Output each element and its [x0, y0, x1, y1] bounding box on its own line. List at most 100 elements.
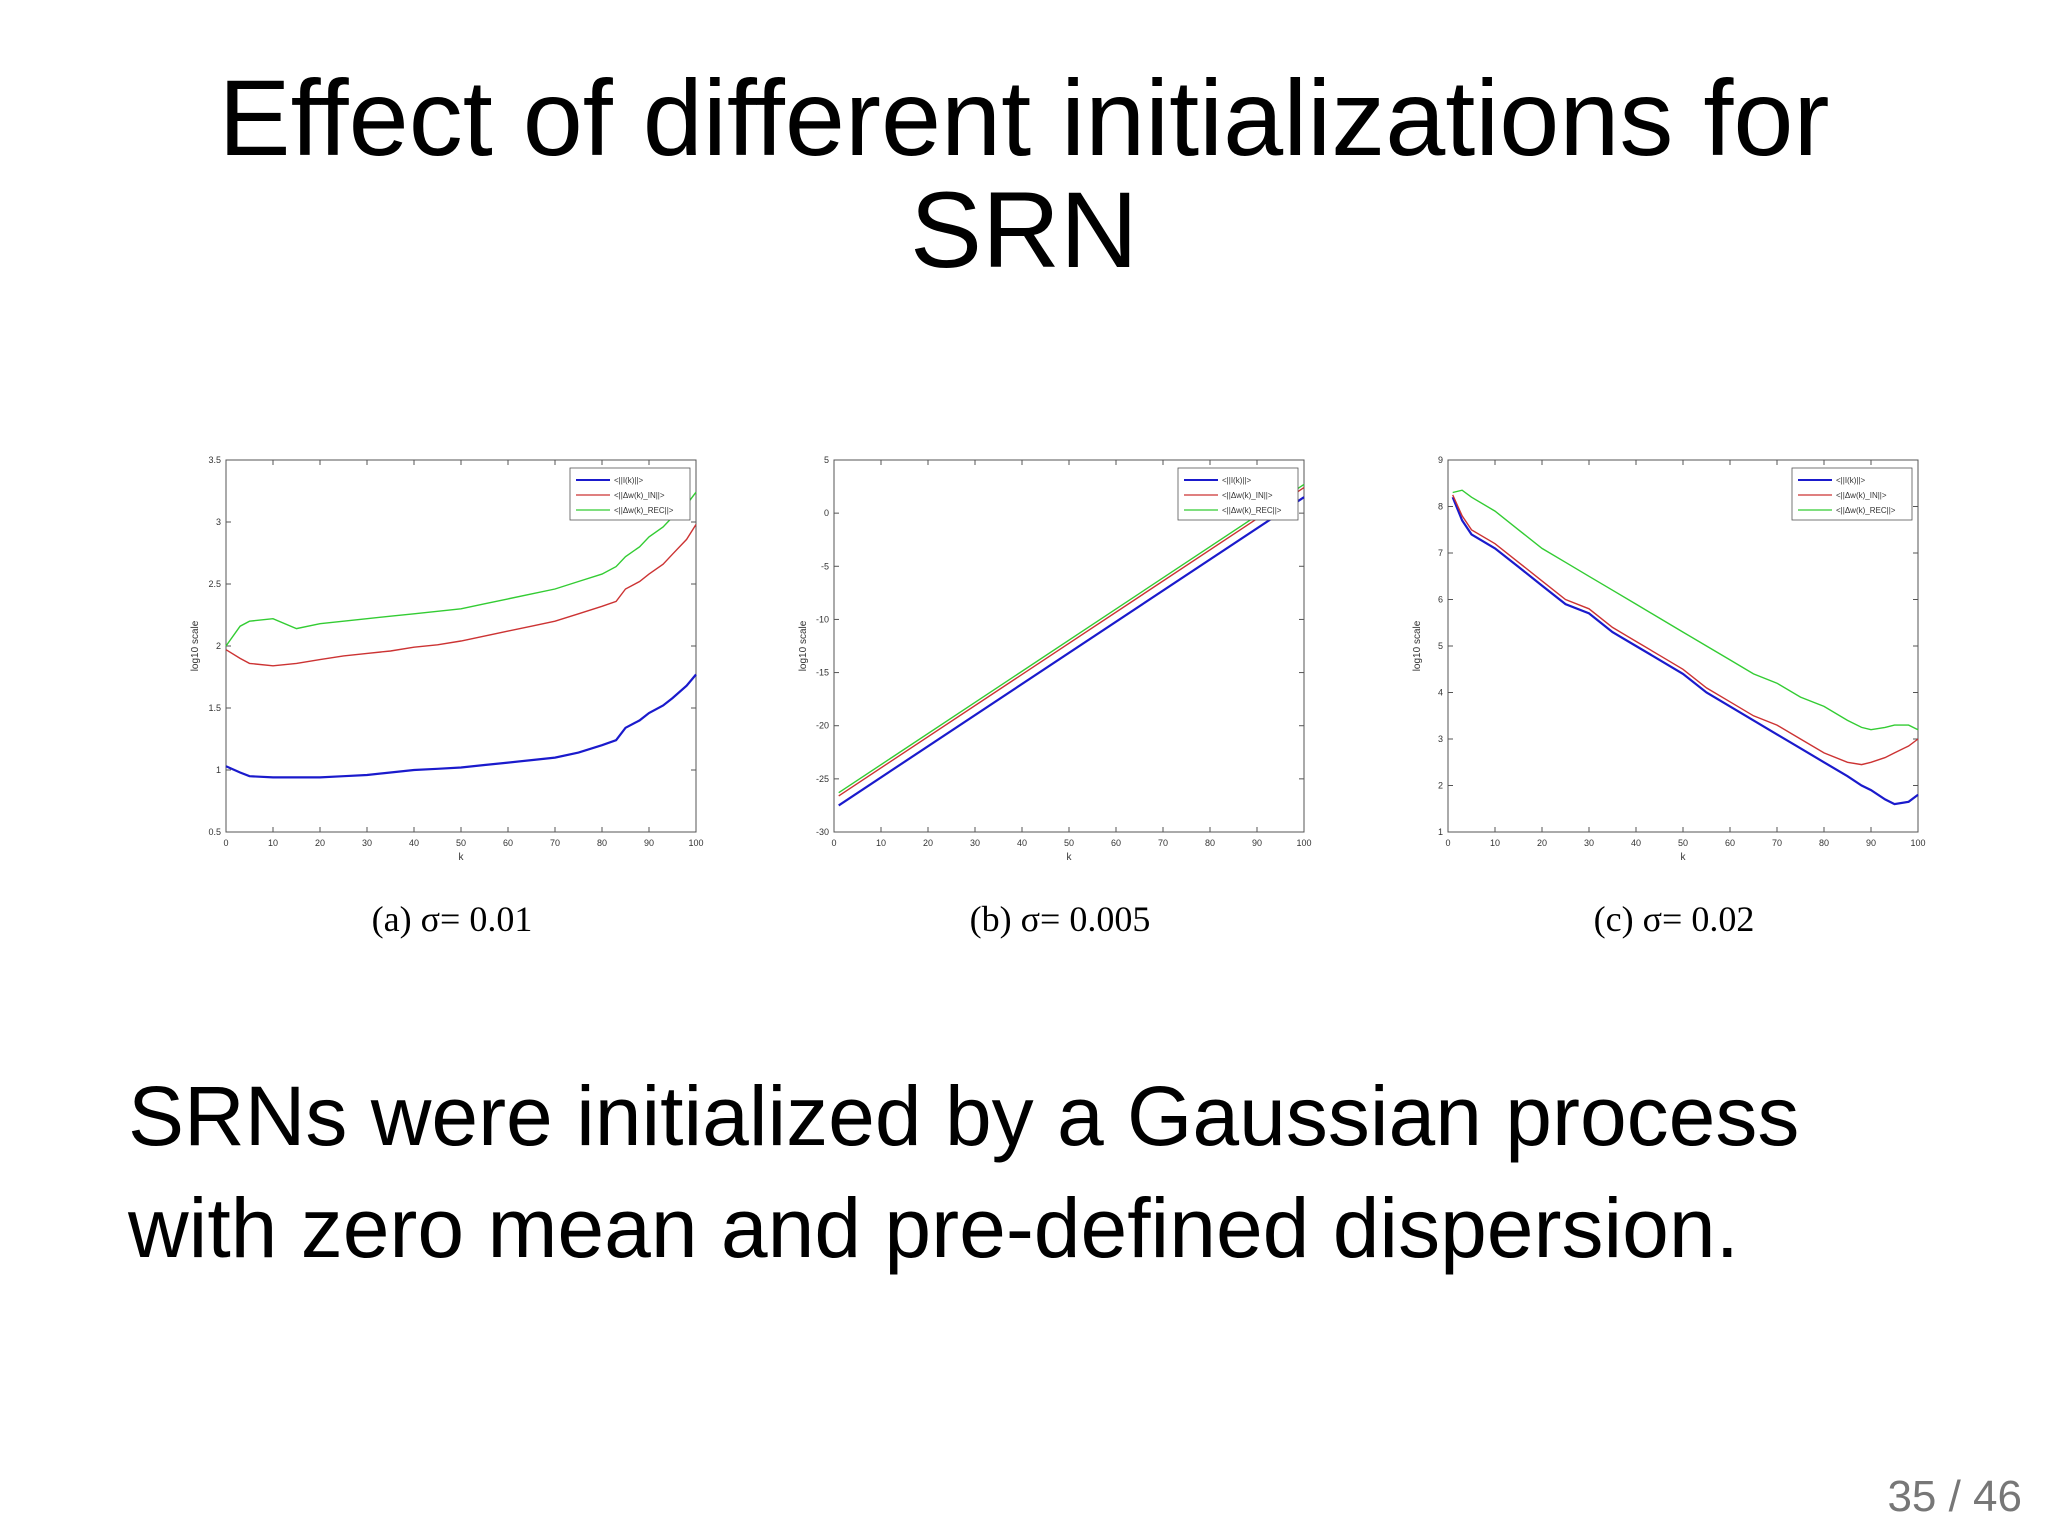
y-tick-label: 3.5 [208, 455, 221, 465]
caption-b: (b) σ= 0.005 [969, 899, 1151, 939]
x-tick-label: 20 [315, 838, 325, 848]
y-axis-label: log10 scale [798, 620, 809, 671]
caption-a: (a) σ= 0.01 [371, 899, 533, 939]
y-tick-label: -15 [816, 668, 829, 678]
x-tick-label: 20 [923, 838, 933, 848]
legend-label: <||Δw(k)_REC||> [1836, 506, 1896, 515]
x-tick-label: 50 [1064, 838, 1074, 848]
caption-c: (c) σ= 0.02 [1593, 899, 1755, 939]
x-tick-label: 20 [1537, 838, 1547, 848]
y-tick-label: 6 [1438, 595, 1443, 605]
series-line-1 [1451, 496, 1919, 806]
legend-label: <||Δw(k)_IN||> [614, 491, 665, 500]
legend-box [1177, 467, 1299, 521]
series-line-3 [225, 491, 697, 647]
series-line-1 [225, 673, 697, 779]
x-axis-label: k [1067, 852, 1073, 863]
chart-a: 0 10 20 30 40 50 60 70 80 90 100 0.5 1 1.5 2 2.5 3 3.5 k lo… [190, 455, 704, 863]
x-tick-label: 100 [1910, 838, 1925, 848]
series-line-1 [838, 496, 1305, 807]
x-tick-label: 0 [831, 838, 836, 848]
y-tick-label: -25 [816, 774, 829, 784]
y-tick-label: -30 [816, 827, 829, 837]
x-tick-label: 30 [1584, 838, 1594, 848]
x-tick-label: 50 [1678, 838, 1688, 848]
legend-label: <||I(k)||> [614, 476, 644, 485]
y-tick-label: 8 [1438, 502, 1443, 512]
x-tick-label: 0 [1445, 838, 1450, 848]
slide-title: Effect of different initializations for … [0, 62, 2048, 286]
x-tick-label: 100 [688, 838, 703, 848]
y-tick-label: 2 [216, 641, 221, 651]
x-tick-label: 70 [1772, 838, 1782, 848]
x-tick-label: 10 [876, 838, 886, 848]
y-tick-label: 9 [1438, 455, 1443, 465]
y-tick-label: 7 [1438, 548, 1443, 558]
legend-label: <||Δw(k)_IN||> [1222, 491, 1273, 500]
x-tick-label: 70 [1158, 838, 1168, 848]
y-tick-label: 2 [1438, 781, 1443, 791]
series-line-3 [838, 483, 1305, 794]
figure-c: 0 10 20 30 40 50 60 70 80 90 100 1 2 3 4 5 6 7 8 9 k log10 sc… [1394, 440, 1954, 960]
x-tick-label: 50 [456, 838, 466, 848]
x-tick-label: 80 [1205, 838, 1215, 848]
y-tick-label: 0.5 [208, 827, 221, 837]
plot-area [1447, 459, 1919, 833]
series-line-3 [1452, 489, 1919, 731]
series-line-2 [1452, 494, 1919, 766]
legend-label: <||Δw(k)_REC||> [614, 506, 674, 515]
x-tick-label: 100 [1296, 838, 1311, 848]
x-tick-label: 90 [644, 838, 654, 848]
x-tick-label: 80 [597, 838, 607, 848]
x-tick-label: 30 [970, 838, 980, 848]
legend-label: <||Δw(k)_IN||> [1836, 491, 1887, 500]
y-tick-label: 1 [1438, 827, 1443, 837]
legend-box [1791, 467, 1913, 521]
slide-title-line-2: SRN [909, 169, 1139, 290]
plot-area [225, 459, 697, 833]
y-axis-label: log10 scale [1412, 620, 1423, 671]
x-tick-label: 30 [362, 838, 372, 848]
page-number: 35 / 46 [1887, 1472, 2022, 1521]
y-axis-label: log10 scale [190, 620, 201, 671]
body-line-2: with zero mean and pre-defined dispersio… [128, 1181, 1739, 1275]
x-tick-label: 60 [503, 838, 513, 848]
y-tick-label: 4 [1438, 688, 1443, 698]
legend-box [569, 467, 691, 521]
chart-b: 0 10 20 30 40 50 60 70 80 90 100 -30 -25 -20 -15 -10 -5 0… [798, 455, 1312, 863]
x-tick-label: 10 [268, 838, 278, 848]
y-tick-label: 1.5 [208, 703, 221, 713]
chart-c: 0 10 20 30 40 50 60 70 80 90 100 1 2 3 4 5 6 7 8 9 k log10 sc… [1412, 455, 1926, 863]
legend-label: <||I(k)||> [1222, 476, 1252, 485]
x-tick-label: 60 [1111, 838, 1121, 848]
x-tick-label: 10 [1490, 838, 1500, 848]
x-axis-label: k [1681, 852, 1687, 863]
x-tick-label: 40 [1631, 838, 1641, 848]
x-tick-label: 40 [1017, 838, 1027, 848]
y-tick-label: 0 [824, 508, 829, 518]
body-text: SRNs were initialized by a Gaussian proc… [128, 1060, 1978, 1284]
y-tick-label: -5 [821, 561, 829, 571]
x-tick-label: 60 [1725, 838, 1735, 848]
x-tick-label: 40 [409, 838, 419, 848]
body-line-1: SRNs were initialized by a Gaussian proc… [128, 1069, 1800, 1163]
x-axis-label: k [459, 852, 465, 863]
x-tick-label: 80 [1819, 838, 1829, 848]
slide-title-line-1: Effect of different initializations for [218, 57, 1830, 178]
legend-label: <||Δw(k)_REC||> [1222, 506, 1282, 515]
y-tick-label: -20 [816, 721, 829, 731]
x-tick-label: 0 [223, 838, 228, 848]
legend-label: <||I(k)||> [1836, 476, 1866, 485]
y-tick-label: 3 [1438, 734, 1443, 744]
y-tick-label: 5 [1438, 641, 1443, 651]
series-line-2 [838, 487, 1305, 797]
y-tick-label: 2.5 [208, 579, 221, 589]
y-tick-label: 5 [824, 455, 829, 465]
y-tick-label: 1 [216, 765, 221, 775]
series-line-2 [225, 524, 697, 667]
x-tick-label: 70 [550, 838, 560, 848]
y-tick-label: 3 [216, 517, 221, 527]
plot-area [833, 459, 1305, 833]
x-tick-label: 90 [1866, 838, 1876, 848]
figure-a: 0 10 20 30 40 50 60 70 80 90 100 0.5 1 1.5 2 2.5 3 3.5 k lo… [172, 440, 732, 960]
